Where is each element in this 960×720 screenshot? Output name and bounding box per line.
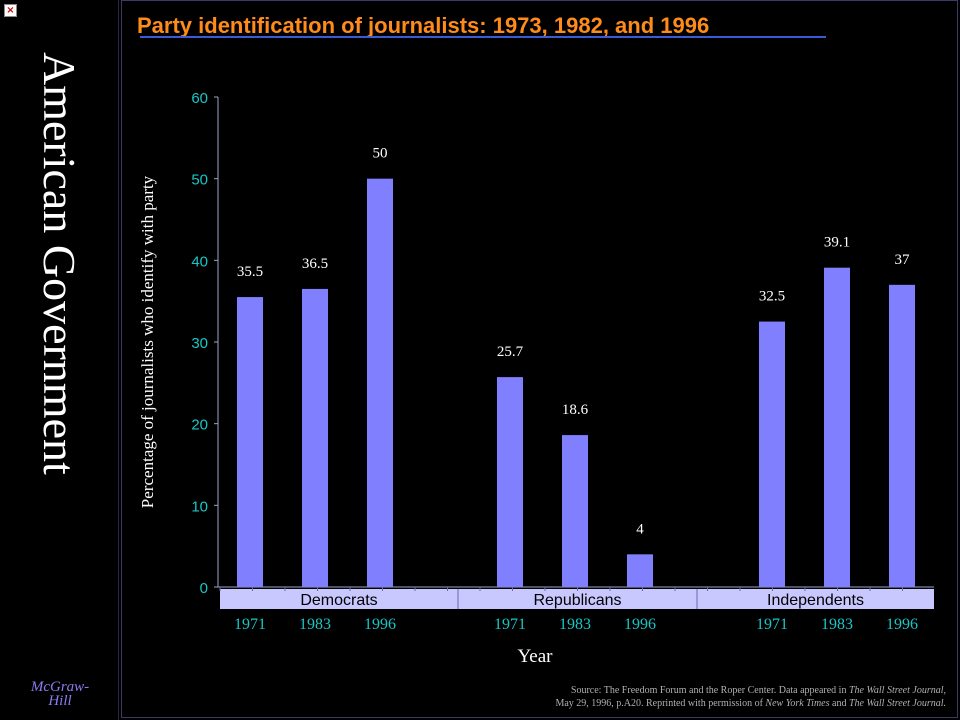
publisher-line-2: Hill (48, 693, 72, 709)
y-tick-label: 60 (191, 90, 208, 107)
bar-value-label: 4 (636, 521, 644, 537)
source-line-2: May 29, 1996, p.A20. Reprinted with perm… (555, 698, 946, 709)
x-tick-label: 1996 (886, 616, 918, 633)
bar (302, 288, 328, 587)
x-tick-label: 1971 (494, 616, 526, 633)
group-band (220, 589, 934, 609)
x-tick-label: 1983 (821, 616, 853, 633)
x-tick-label: 1971 (234, 616, 266, 633)
y-tick-label: 50 (191, 172, 208, 189)
x-tick-label: 1983 (559, 616, 591, 633)
title-underline (140, 36, 826, 38)
bar (562, 435, 588, 587)
close-icon[interactable]: × (4, 4, 17, 17)
x-tick-label: 1996 (364, 616, 396, 633)
group-label: Democrats (300, 592, 377, 609)
source-line-1: Source: The Freedom Forum and the Roper … (570, 685, 946, 696)
bar-value-label: 35.5 (237, 264, 263, 280)
sidebar: × American Government McGraw- Hill (0, 0, 119, 720)
slide-panel (121, 0, 958, 718)
bar (237, 297, 263, 587)
vertical-title: American Government (34, 52, 85, 475)
bar-value-label: 39.1 (824, 235, 850, 251)
bar-value-label: 37 (895, 252, 911, 268)
bar-value-label: 18.6 (562, 402, 589, 418)
bar (627, 554, 653, 587)
y-tick-label: 0 (200, 580, 208, 597)
bar-value-label: 50 (373, 146, 388, 162)
publisher-line-1: McGraw- (30, 679, 90, 695)
bar-value-label: 25.7 (497, 344, 524, 360)
source-note: Source: The Freedom Forum and the Roper … (380, 684, 946, 710)
bar-value-label: 36.5 (302, 256, 328, 272)
y-axis-label: Percentage of journalists who identify w… (138, 175, 157, 508)
y-tick-label: 40 (191, 253, 208, 270)
y-tick-label: 10 (191, 498, 208, 515)
slide-title: Party identification of journalists: 197… (137, 13, 710, 38)
bar (889, 284, 915, 587)
y-tick-label: 30 (191, 335, 208, 352)
x-tick-label: 1971 (756, 616, 788, 633)
bar (367, 178, 393, 587)
group-label: Republicans (533, 592, 621, 609)
x-tick-label: 1983 (299, 616, 331, 633)
x-axis-label: Year (517, 646, 553, 667)
y-tick-label: 20 (191, 417, 208, 434)
publisher-logo: McGraw- Hill (10, 679, 110, 709)
bar (759, 321, 785, 587)
x-tick-label: 1996 (624, 616, 656, 633)
bar (497, 377, 523, 587)
bar (824, 267, 850, 587)
bar-value-label: 32.5 (759, 289, 785, 305)
group-label: Independents (767, 592, 864, 609)
